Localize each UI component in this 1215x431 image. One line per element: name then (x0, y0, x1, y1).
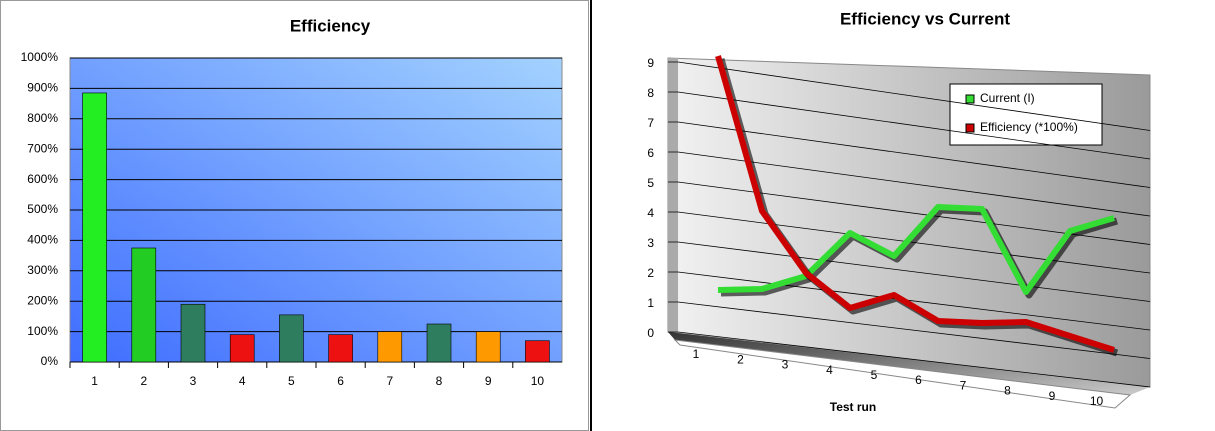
side-wall (668, 58, 678, 332)
y-tick-label: 5 (647, 176, 654, 190)
y-tick-label: 0% (41, 354, 59, 368)
y-tick-label: 1000% (21, 50, 59, 64)
y-tick-label: 900% (27, 81, 58, 95)
grid-line (668, 121, 1151, 188)
y-tick-label: 2 (647, 266, 654, 280)
y-tick-label: 600% (27, 172, 58, 186)
y-tick-label: 6 (647, 146, 654, 160)
legend (949, 83, 1103, 146)
x-tick-label: 1 (693, 347, 700, 361)
bar (377, 331, 403, 363)
x-tick-label: 10 (1090, 394, 1104, 408)
x-tick-label: 7 (386, 374, 393, 388)
y-tick-label: 0 (647, 326, 654, 340)
x-tick-label: 3 (190, 374, 197, 388)
bar (426, 323, 452, 363)
y-tick-label: 3 (647, 236, 654, 250)
chart-title: Efficiency vs Current (840, 9, 1010, 28)
x-tick-label: 4 (239, 374, 246, 388)
y-tick-label: 700% (27, 141, 58, 155)
y-tick-label: 1 (647, 296, 654, 310)
x-tick-label: 9 (1049, 389, 1056, 403)
grid-line (668, 91, 1151, 160)
y-tick-label: 8 (647, 86, 654, 100)
x-tick-label: 10 (531, 374, 545, 388)
x-tick-label: 2 (140, 374, 147, 388)
grid-line (668, 301, 1151, 359)
grid-line (668, 271, 1151, 331)
x-tick-label: 7 (960, 378, 967, 392)
chart-title: Efficiency (290, 16, 371, 35)
legend-label: Current (I) (980, 91, 1035, 105)
grid-line (668, 211, 1151, 274)
y-tick-label: 7 (647, 116, 654, 130)
x-tick-label: 8 (1004, 384, 1011, 398)
grid-line (668, 151, 1151, 217)
bar (82, 92, 107, 363)
floor (668, 332, 1150, 395)
x-tick-label: 5 (871, 368, 878, 382)
x-tick-label: 2 (737, 352, 744, 366)
y-tick-label: 200% (27, 293, 58, 307)
series-line (717, 204, 1115, 295)
bar (328, 334, 353, 363)
y-tick-label: 800% (27, 111, 58, 125)
x-axis-label: Test run (830, 400, 876, 414)
x-tick-label: 1 (91, 374, 98, 388)
x-tick-label: 3 (782, 358, 789, 372)
grid-line (668, 61, 1151, 131)
grid-line (668, 331, 1151, 388)
series-line (715, 55, 1115, 353)
x-tick-label: 5 (288, 374, 295, 388)
bar (131, 247, 157, 363)
y-tick-label: 9 (647, 56, 654, 70)
line-shadow (720, 206, 1118, 299)
y-tick-label: 300% (27, 263, 58, 277)
x-tick-label: 6 (337, 374, 344, 388)
bar-chart: Efficiency 0% 100% 200% 300% 400% 500% 600% 700… (0, 0, 589, 431)
x-tick-label: 9 (485, 374, 492, 388)
legend-swatch (965, 123, 975, 133)
x-tick-label: 6 (915, 373, 922, 387)
bar (279, 314, 304, 363)
line-chart: Efficiency vs Current Test run 0 1 2 3 4 5 6 7 8… (590, 0, 1151, 431)
legend-swatch (965, 94, 975, 104)
grid-line (668, 241, 1151, 302)
bar (229, 334, 255, 363)
y-tick-label: 500% (27, 202, 58, 216)
x-tick-label: 4 (826, 363, 833, 377)
bar (180, 303, 206, 363)
y-tick-label: 100% (27, 324, 58, 338)
floor-edge (673, 339, 1132, 409)
x-tick-label: 8 (436, 374, 443, 388)
y-tick-label: 4 (647, 206, 654, 220)
bar (475, 331, 501, 363)
y-tick-label: 400% (27, 233, 58, 247)
legend-label: Efficiency (*100%) (980, 120, 1078, 134)
bar (525, 340, 550, 363)
